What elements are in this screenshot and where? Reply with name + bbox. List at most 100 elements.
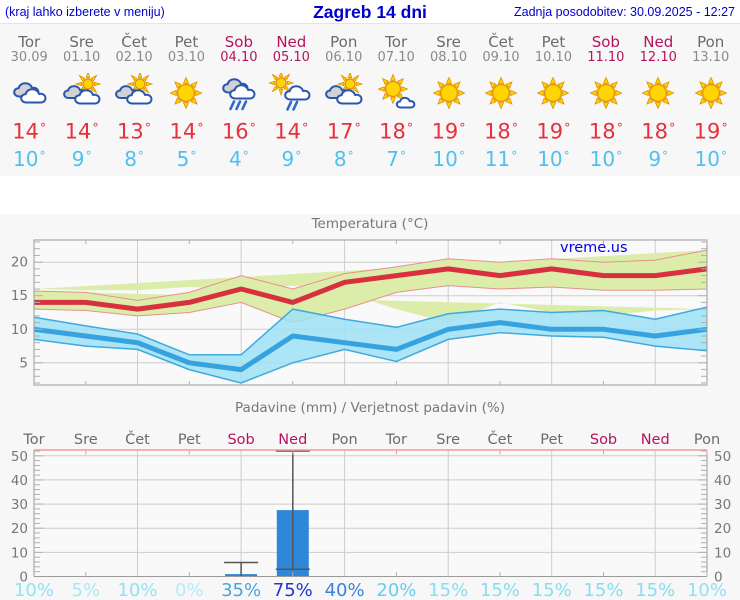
day-name: Sre: [436, 33, 461, 51]
temp-ytick-label: 5: [19, 355, 28, 371]
day-date: 11.10: [587, 50, 625, 65]
day-date: 03.10: [167, 50, 206, 65]
min-temperature: 10°: [12, 147, 46, 172]
rain-icon: [217, 73, 261, 113]
precip-ytick-label: 20: [714, 521, 731, 537]
min-temperature: 9°: [71, 147, 92, 172]
max-temperature: 19°: [431, 119, 466, 144]
day-name: Pon: [330, 33, 358, 51]
precip-probability-label: 10%: [687, 580, 727, 600]
day-column: Ned 05.10 14° 9°: [265, 24, 317, 176]
day-column: Pon 13.10 19° 10°: [684, 24, 736, 176]
temp-ytick-label: 15: [11, 288, 28, 304]
precip-probability-label: 15%: [428, 580, 468, 600]
partly-cloudy-icon: [322, 70, 366, 113]
precip-day-label: Tor: [22, 432, 44, 448]
precip-day-label: Pon: [331, 432, 357, 448]
day-name: Ned: [276, 33, 307, 51]
precip-probability-label: 15%: [635, 580, 675, 600]
day-date: 04.10: [220, 50, 258, 65]
precip-day-label: Ned: [641, 432, 670, 448]
day-column: Ned 12.10 18° 9°: [632, 24, 684, 176]
day-date: 08.10: [429, 50, 468, 65]
min-temperature: 9°: [281, 147, 302, 172]
vreme-watermark-link[interactable]: vreme.us: [560, 240, 628, 256]
day-date: 01.10: [63, 50, 101, 65]
day-column: Sob 04.10 16° 4°: [213, 24, 265, 176]
precip-probability-label: 10%: [14, 580, 54, 600]
day-date: 13.10: [692, 50, 730, 65]
day-date: 10.10: [534, 50, 573, 65]
temp-chart-title: Temperatura (°C): [311, 216, 429, 232]
page-title: Zagreb 14 dni: [313, 2, 427, 22]
precip-day-label: Pet: [540, 432, 563, 448]
day-date: 30.09: [10, 50, 48, 65]
day-date: 02.10: [115, 50, 153, 65]
precip-day-label: Pet: [178, 432, 201, 448]
last-update-text: Zadnja posodobitev: 30.09.2025 - 12:27: [513, 5, 735, 19]
precip-ytick-label: 10: [714, 545, 731, 561]
precip-day-label: Sre: [74, 432, 98, 448]
temp-ytick-label: 20: [11, 255, 28, 271]
min-temperature: 8°: [124, 147, 144, 172]
precip-ytick-label: 30: [11, 497, 28, 513]
day-date: 05.10: [272, 50, 310, 65]
precip-ytick-label: 40: [714, 473, 731, 489]
precip-ytick-label: 50: [714, 449, 731, 465]
max-temp-line: [34, 266, 708, 312]
day-column: Sob 11.10 18° 10°: [580, 24, 632, 176]
day-name: Čet: [121, 33, 147, 51]
sunny-icon: [427, 73, 471, 113]
section-divider: [0, 176, 740, 214]
precip-ytick-label: 0: [19, 570, 28, 586]
day-name: Ned: [643, 33, 674, 51]
precip-probability-label: 0%: [175, 580, 204, 600]
day-column: Pet 10.10 19° 10°: [527, 24, 579, 176]
day-column: Sre 08.10 19° 10°: [422, 24, 474, 176]
max-temperature: 14°: [12, 119, 47, 144]
day-name: Tor: [385, 33, 408, 51]
precip-ytick-label: 10: [11, 545, 28, 561]
precip-probability-label: 5%: [72, 580, 101, 600]
day-column: Čet 09.10 18° 11°: [475, 24, 527, 176]
day-column: Pet 03.10 14° 5°: [160, 24, 212, 176]
day-name: Pet: [541, 33, 566, 51]
precip-day-label: Tor: [385, 432, 407, 448]
precip-probability-label: 75%: [273, 580, 313, 600]
day-column: Čet 02.10 13° 8°: [108, 24, 160, 176]
min-temperature: 9°: [648, 147, 669, 172]
precip-day-label: Čet: [125, 430, 150, 448]
sun-rain-icon: [267, 69, 313, 113]
precip-chart-title: Padavine (mm) / Verjetnost padavin (%): [235, 400, 505, 416]
day-date: 12.10: [639, 50, 677, 65]
cloudy-icon: [7, 73, 51, 113]
day-column: Tor 30.09 14° 10°: [3, 24, 55, 176]
day-date: 07.10: [377, 50, 415, 65]
partly-cloudy-icon: [112, 70, 156, 113]
precip-day-label: Ned: [278, 432, 307, 448]
mostly-sunny-icon: [374, 73, 418, 113]
partly-cloudy-icon: [60, 70, 104, 113]
precip-probability-label: 15%: [532, 580, 572, 600]
precip-probability-label: 15%: [480, 580, 520, 600]
min-temperature: 5°: [176, 147, 197, 172]
max-temperature: 16°: [221, 119, 256, 144]
precipitation-chart: 0 0 10 10 20 20 30 30 40 40 50 50 Tor Sre Čet Pet Sob Ned…: [0, 400, 740, 600]
precip-probability-label: 20%: [376, 580, 416, 600]
day-date: 06.10: [325, 50, 363, 65]
min-temperature: 10°: [589, 147, 623, 172]
min-temperature: 8°: [333, 147, 354, 172]
day-column: Tor 07.10 18° 7°: [370, 24, 422, 176]
day-name: Sre: [69, 33, 94, 51]
precip-ytick-label: 40: [11, 473, 28, 489]
forecast-strip: Tor 30.09 14° 10° Sre 01.10 14° 9° Čet 02.10 13° 8°…: [3, 24, 737, 176]
min-temperature: 10°: [694, 147, 727, 172]
precip-day-label: Pon: [694, 432, 720, 448]
plot-area: [34, 450, 707, 577]
day-name: Čet: [488, 33, 514, 51]
day-name: Pon: [697, 33, 725, 51]
max-temperature: 19°: [536, 119, 571, 144]
day-name: Pet: [174, 33, 199, 51]
precip-ytick-label: 30: [714, 497, 731, 513]
